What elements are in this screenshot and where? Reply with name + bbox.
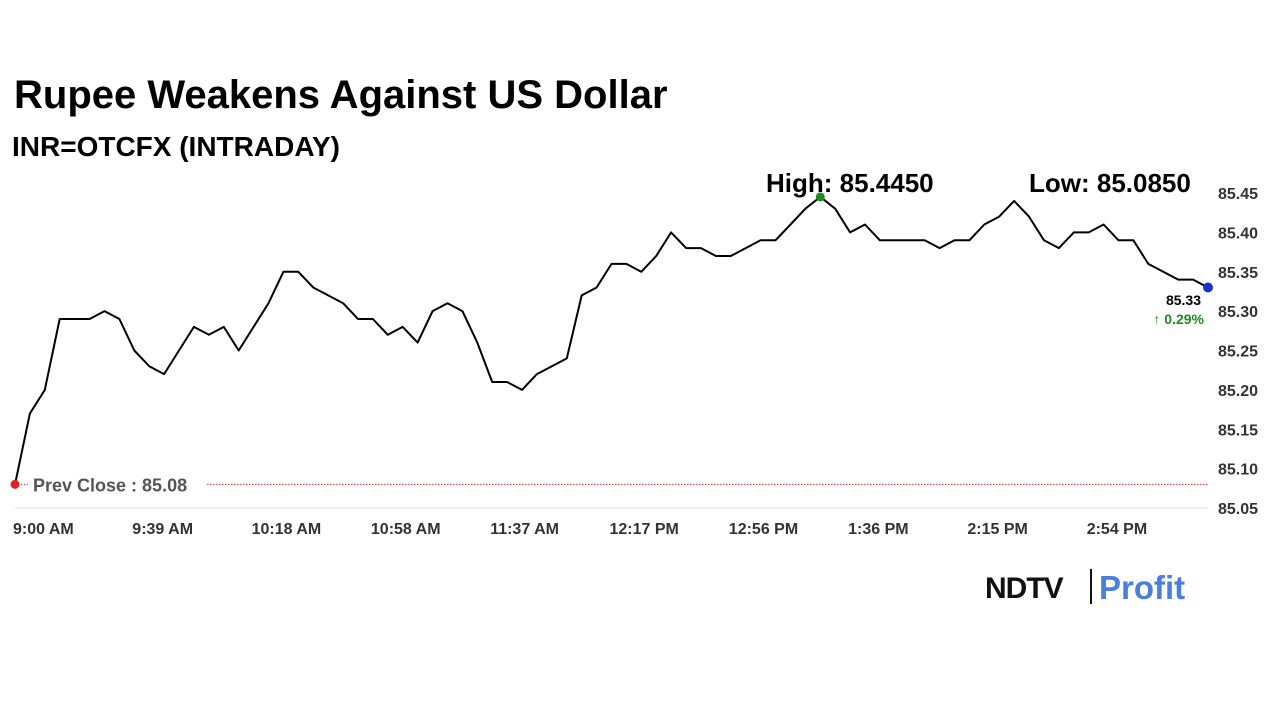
y-tick-label: 85.10	[1218, 462, 1258, 479]
x-tick-label: 10:58 AM	[371, 521, 441, 538]
logo-brand: NDTV	[985, 572, 1064, 605]
x-tick-label: 10:18 AM	[252, 521, 322, 538]
start-dot	[10, 479, 20, 489]
y-tick-label: 85.15	[1218, 422, 1258, 439]
y-tick-label: 85.20	[1218, 383, 1258, 400]
x-tick-label: 11:37 AM	[490, 521, 559, 538]
chart-subtitle: INR=OTCFX (INTRADAY)	[12, 131, 340, 162]
change-label: ↑ 0.29%	[1153, 311, 1204, 327]
x-tick-label: 9:39 AM	[132, 521, 193, 538]
prev-close-label: Prev Close : 85.08	[33, 475, 187, 495]
chart-title: Rupee Weakens Against US Dollar	[14, 73, 668, 117]
y-tick-label: 85.30	[1218, 304, 1258, 321]
x-tick-label: 1:36 PM	[848, 521, 908, 538]
price-line	[14, 195, 1209, 485]
x-tick-label: 12:56 PM	[729, 521, 798, 538]
last-price-label: 85.33	[1166, 292, 1201, 308]
prev-close-label-bg	[28, 472, 206, 497]
y-tick-label: 85.25	[1218, 344, 1258, 361]
x-tick-label: 2:15 PM	[967, 521, 1027, 538]
x-tick-label: 2:54 PM	[1087, 521, 1147, 538]
y-tick-label: 85.05	[1218, 501, 1258, 518]
y-tick-label: 85.35	[1218, 265, 1258, 282]
high-label: High: 85.4450	[766, 168, 934, 198]
low-label: Low: 85.0850	[1029, 168, 1191, 198]
y-tick-label: 85.40	[1218, 225, 1258, 242]
logo-product: Profit	[1099, 569, 1185, 606]
x-tick-label: 9:00 AM	[13, 521, 74, 538]
high-dot	[815, 192, 825, 202]
y-tick-label: 85.45	[1218, 186, 1258, 203]
last-dot	[1203, 282, 1213, 293]
x-tick-label: 12:17 PM	[610, 521, 679, 538]
